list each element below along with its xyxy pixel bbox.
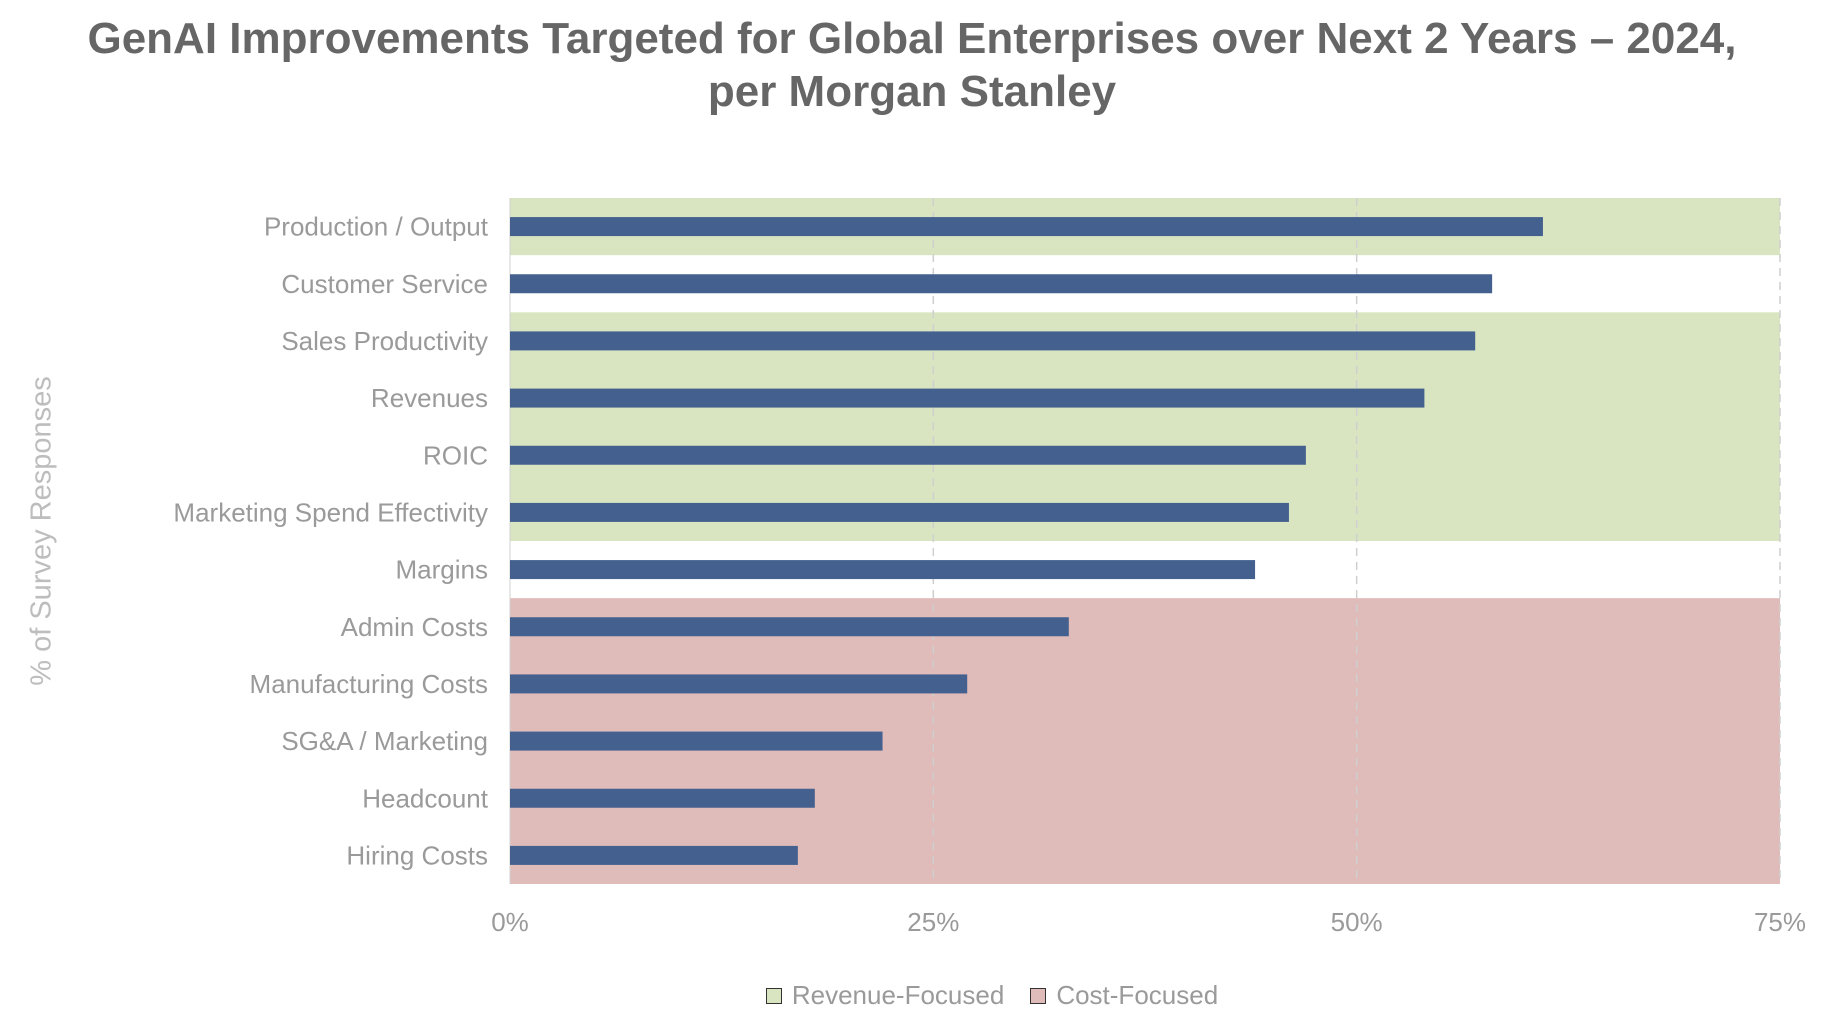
- category-label-sg-a-marketing: SG&A / Marketing: [281, 726, 488, 756]
- category-label-roic: ROIC: [423, 440, 488, 470]
- category-label-production-output: Production / Output: [264, 212, 489, 242]
- bar-marketing-spend-effectivity: [510, 502, 1289, 522]
- bar-margins: [510, 560, 1256, 580]
- bar-admin-costs: [510, 617, 1069, 637]
- bar-manufacturing-costs: [510, 674, 968, 694]
- category-label-headcount: Headcount: [362, 783, 489, 813]
- legend-item-revenue: Revenue-Focused: [765, 980, 1005, 1011]
- bar-hiring-costs: [510, 845, 798, 865]
- bar-revenues: [510, 388, 1425, 408]
- legend-label-revenue: Revenue-Focused: [791, 980, 1005, 1010]
- bar-roic: [510, 445, 1306, 465]
- category-label-hiring-costs: Hiring Costs: [346, 840, 488, 870]
- category-label-revenues: Revenues: [371, 383, 488, 413]
- x-tick-label-50: 50%: [1331, 907, 1383, 937]
- legend-swatch-cost: [1030, 987, 1047, 1004]
- chart-title-line-2: per Morgan Stanley: [707, 67, 1117, 116]
- background-band-revenue-focused-1: [510, 312, 1780, 541]
- bar-headcount: [510, 788, 815, 808]
- x-tick-label-0: 0%: [491, 907, 529, 937]
- legend-swatch-revenue: [765, 987, 782, 1004]
- x-tick-label-25: 25%: [907, 907, 959, 937]
- legend: Revenue-Focused Cost-Focused: [0, 980, 1824, 1011]
- category-label-sales-productivity: Sales Productivity: [281, 326, 488, 356]
- category-label-margins: Margins: [396, 555, 488, 585]
- bar-customer-service: [510, 274, 1493, 294]
- category-label-admin-costs: Admin Costs: [341, 612, 488, 642]
- bar-sales-productivity: [510, 331, 1476, 351]
- bar-sg-a-marketing: [510, 731, 883, 751]
- chart-title: GenAI Improvements Targeted for Global E…: [0, 12, 1824, 118]
- category-label-marketing-spend-effectivity: Marketing Spend Effectivity: [173, 497, 488, 527]
- legend-item-cost: Cost-Focused: [1030, 980, 1218, 1011]
- category-label-customer-service: Customer Service: [281, 269, 488, 299]
- bar-production-output: [510, 217, 1543, 237]
- legend-label-cost: Cost-Focused: [1056, 980, 1219, 1010]
- chart-title-line-1: GenAI Improvements Targeted for Global E…: [87, 14, 1737, 63]
- x-tick-label-75: 75%: [1754, 907, 1806, 937]
- category-label-manufacturing-costs: Manufacturing Costs: [250, 669, 488, 699]
